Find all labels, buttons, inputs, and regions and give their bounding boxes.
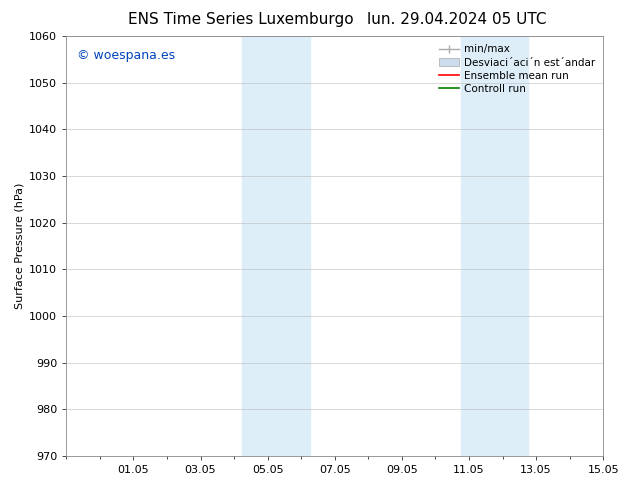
Bar [460, 36, 527, 456]
Legend: min/max, Desviaci´aci´n est´andar, Ensemble mean run, Controll run: min/max, Desviaci´aci´n est´andar, Ensem… [436, 41, 598, 97]
Text: lun. 29.04.2024 05 UTC: lun. 29.04.2024 05 UTC [366, 12, 547, 27]
Y-axis label: Surface Pressure (hPa): Surface Pressure (hPa) [15, 183, 25, 309]
Text: ENS Time Series Luxemburgo: ENS Time Series Luxemburgo [128, 12, 354, 27]
Bar [242, 36, 309, 456]
Text: © woespana.es: © woespana.es [77, 49, 175, 62]
